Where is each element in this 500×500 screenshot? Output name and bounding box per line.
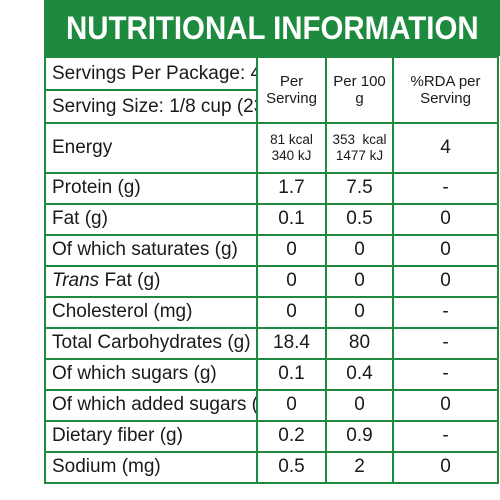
nutrient-name: Of which saturates (g): [44, 234, 258, 267]
value-rda: 0: [392, 203, 499, 236]
value-rda: -: [392, 327, 499, 360]
energy-per-serving: 81 kcal 340 kJ: [256, 122, 327, 174]
value-per-100g: 0.4: [325, 358, 394, 391]
value-per-serving: 0: [256, 234, 327, 267]
value-rda: 0: [392, 234, 499, 267]
table-row: Of which sugars (g) 0.1 0.4 -: [44, 358, 499, 391]
nutrient-name: Sodium (mg): [44, 451, 258, 484]
nutrition-table: Servings Per Package: 43 Serving Size: 1…: [44, 56, 499, 484]
nutrient-name-rest: Fat (g): [99, 270, 161, 292]
table-row: Trans Fat (g) 0 0 0: [44, 265, 499, 298]
energy-per-serving-kj: 340 kJ: [271, 148, 312, 163]
servings-per-package: Servings Per Package: 43: [47, 59, 255, 91]
value-per-100g: 2: [325, 451, 394, 484]
value-per-100g: 0.5: [325, 203, 394, 236]
serving-info-cell: Servings Per Package: 43 Serving Size: 1…: [44, 56, 258, 124]
nutrient-name: Cholesterol (mg): [44, 296, 258, 329]
table-row: Cholesterol (mg) 0 0 -: [44, 296, 499, 329]
value-per-serving: 0.1: [256, 358, 327, 391]
value-per-100g: 0: [325, 234, 394, 267]
energy-per-100g-kj: 1477 kJ: [335, 148, 384, 163]
value-per-serving: 0.5: [256, 451, 327, 484]
value-rda: -: [392, 358, 499, 391]
column-header-per-100g: Per 100 g: [325, 56, 394, 124]
value-rda: 0: [392, 451, 499, 484]
value-per-serving: 0.2: [256, 420, 327, 453]
value-per-100g: 0: [325, 389, 394, 422]
table-row: Of which saturates (g) 0 0 0: [44, 234, 499, 267]
nutrient-name-italic: Trans: [52, 270, 100, 292]
value-per-serving: 1.7: [256, 172, 327, 205]
nutrient-name: Dietary fiber (g): [44, 420, 258, 453]
nutrient-name: Of which added sugars (g): [44, 389, 258, 422]
value-per-100g: 0: [325, 296, 394, 329]
table-row: Sodium (mg) 0.5 2 0: [44, 451, 499, 484]
value-per-serving: 0: [256, 265, 327, 298]
table-row: Fat (g) 0.1 0.5 0: [44, 203, 499, 236]
serving-info-row: Servings Per Package: 43 Serving Size: 1…: [44, 56, 499, 124]
column-header-rda: %RDA per Serving: [392, 56, 499, 124]
table-row: Protein (g) 1.7 7.5 -: [44, 172, 499, 205]
energy-per-100g: 353 kcal 1477 kJ: [325, 122, 394, 174]
value-rda: -: [392, 172, 499, 205]
value-rda: -: [392, 420, 499, 453]
column-header-per-serving: Per Serving: [256, 56, 327, 124]
value-rda: 0: [392, 389, 499, 422]
value-per-100g: 0.9: [325, 420, 394, 453]
nutrient-name: Fat (g): [44, 203, 258, 236]
serving-size: Serving Size: 1/8 cup (23g): [52, 96, 255, 117]
value-rda: 0: [392, 265, 499, 298]
value-per-serving: 0.1: [256, 203, 327, 236]
nutrient-name: Trans Fat (g): [44, 265, 258, 298]
table-row: Total Carbohydrates (g) 18.4 80 -: [44, 327, 499, 360]
nutrient-name: Energy: [44, 122, 258, 174]
nutrient-name: Protein (g): [44, 172, 258, 205]
energy-per-serving-kcal: 81 kcal: [270, 131, 313, 147]
value-per-100g: 0: [325, 265, 394, 298]
value-per-serving: 0: [256, 296, 327, 329]
table-row: Dietary fiber (g) 0.2 0.9 -: [44, 420, 499, 453]
nutrient-name: Of which sugars (g): [44, 358, 258, 391]
value-per-100g: 7.5: [325, 172, 394, 205]
table-row-energy: Energy 81 kcal 340 kJ 353 kcal 1477 kJ 4: [44, 122, 499, 174]
nutrition-title: NUTRITIONAL INFORMATION: [65, 9, 479, 46]
value-per-100g: 80: [325, 327, 394, 360]
energy-rda: 4: [392, 122, 499, 174]
energy-per-100g-kcal: 353 kcal: [332, 131, 387, 147]
nutrition-header: NUTRITIONAL INFORMATION: [44, 0, 500, 56]
value-per-serving: 0: [256, 389, 327, 422]
value-rda: -: [392, 296, 499, 329]
nutrient-name: Total Carbohydrates (g): [44, 327, 258, 360]
table-row: Of which added sugars (g) 0 0 0: [44, 389, 499, 422]
value-per-serving: 18.4: [256, 327, 327, 360]
